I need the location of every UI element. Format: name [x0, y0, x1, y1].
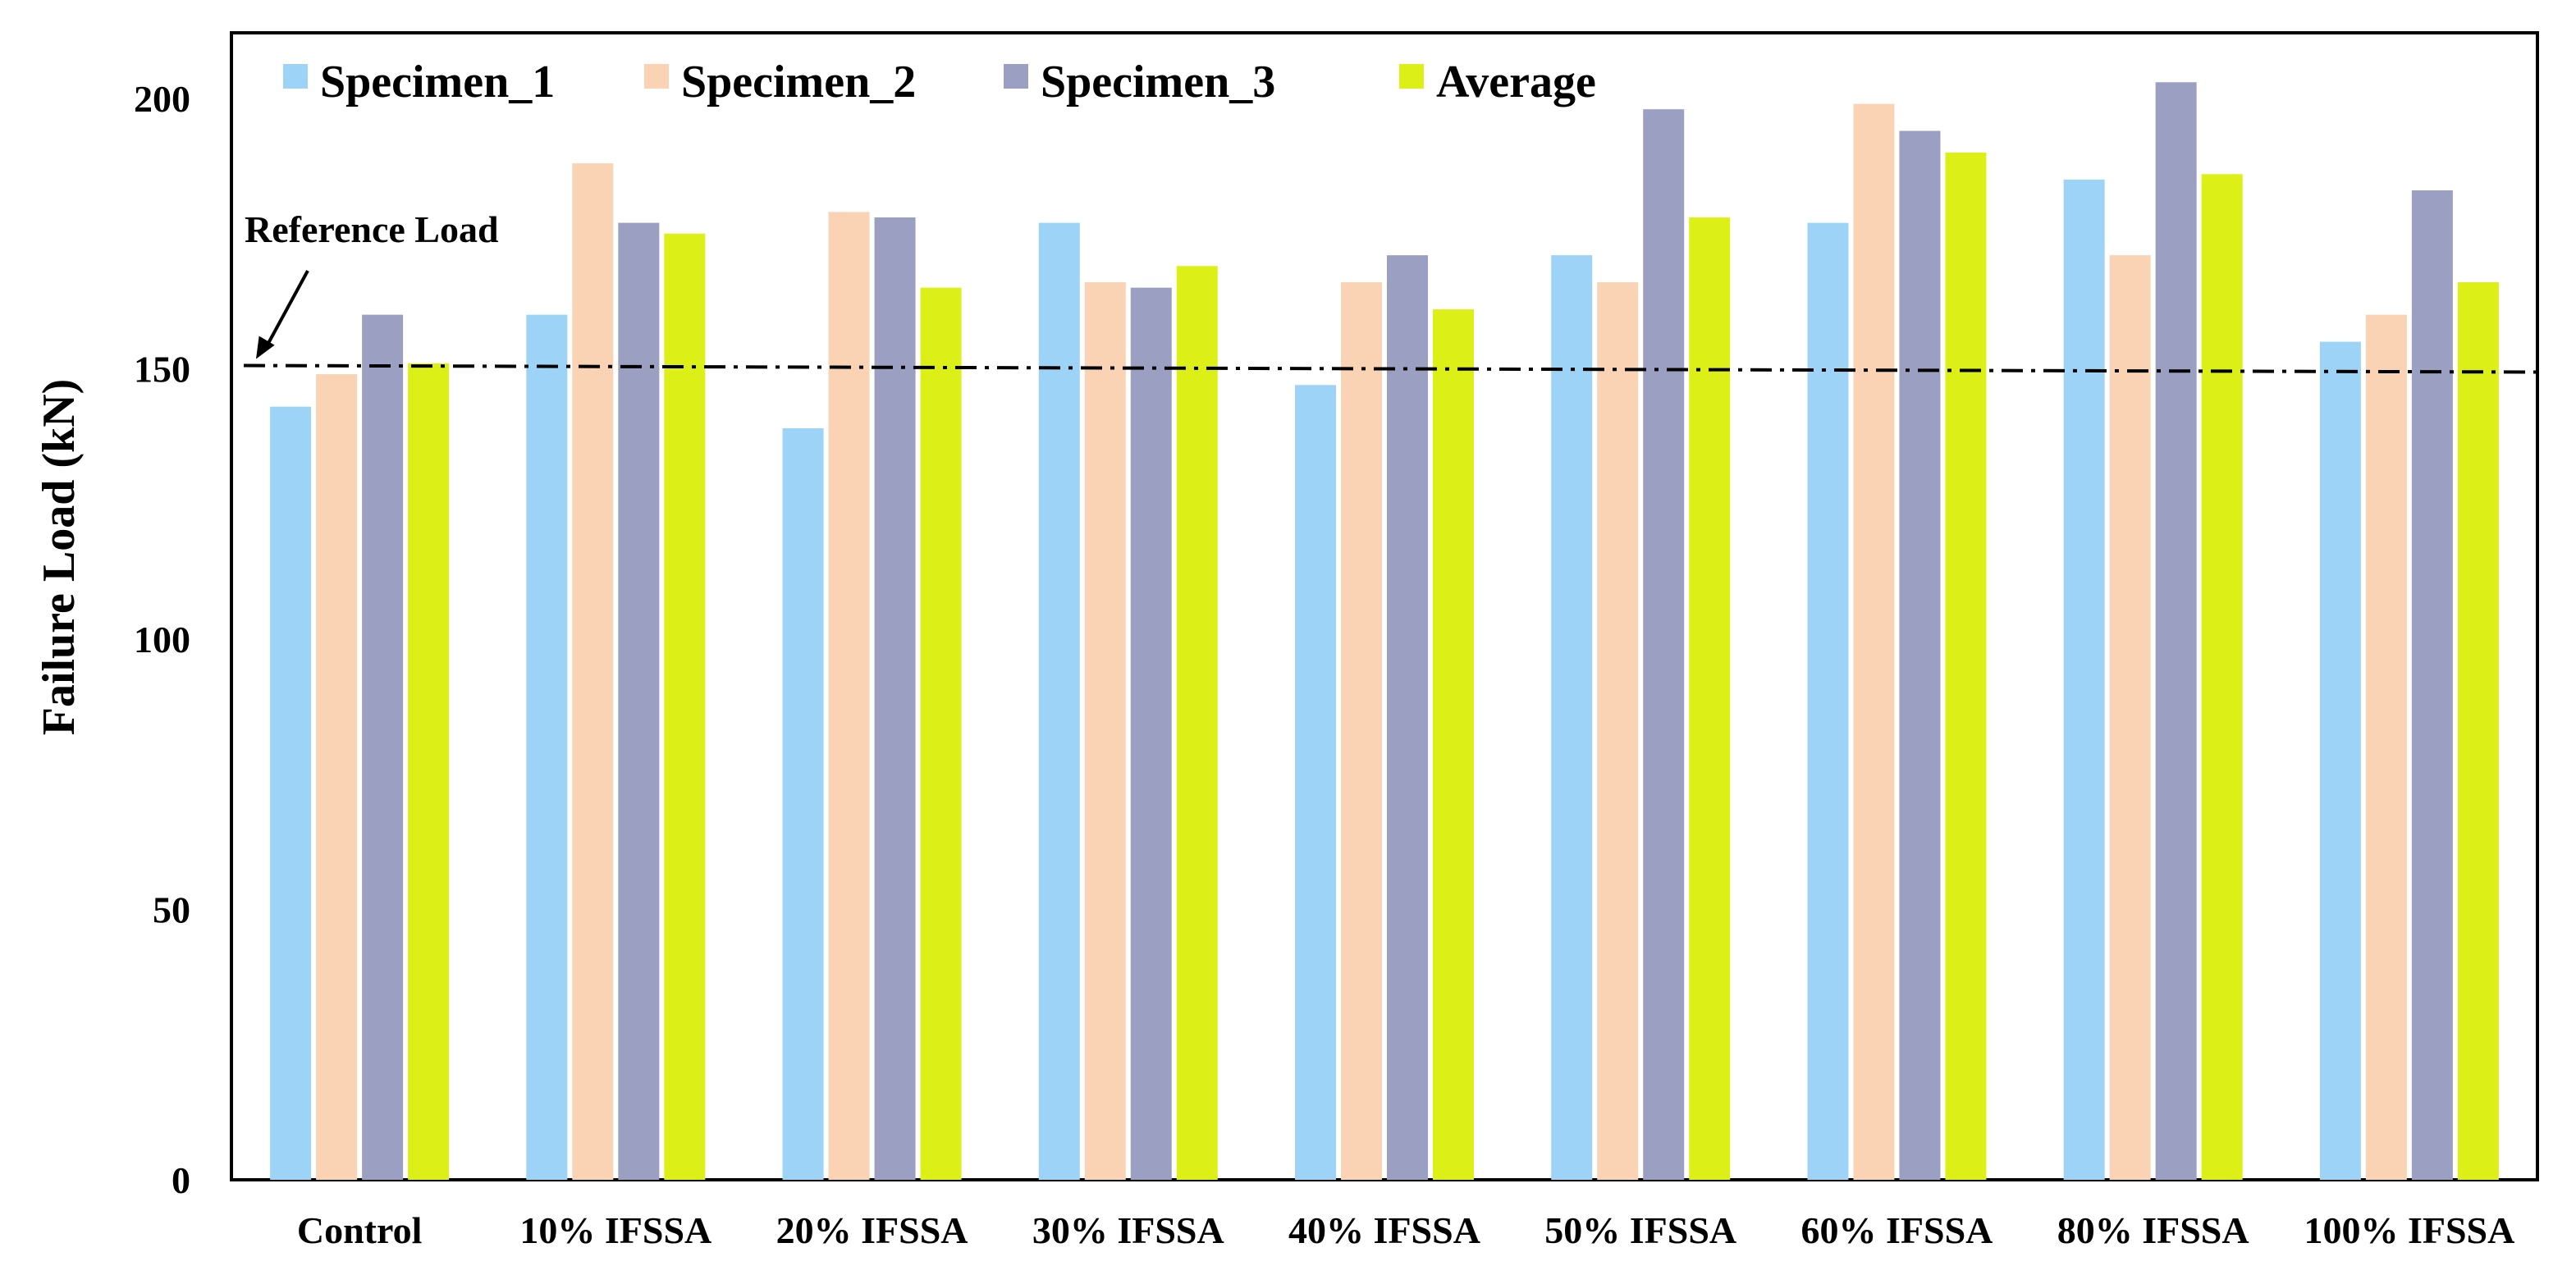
- bar-average: [664, 233, 706, 1180]
- bar-specimen-3: [1130, 287, 1172, 1180]
- bar-specimen-3: [362, 314, 404, 1181]
- bar-specimen-1: [526, 314, 568, 1181]
- bar-specimen-1: [1807, 222, 1849, 1180]
- bars-group: [270, 82, 2499, 1181]
- legend-label: Specimen_2: [681, 57, 916, 107]
- y-axis-title: Failure Load (kN): [34, 379, 85, 736]
- legend: Specimen_1 Specimen_2 Specimen_3 Average: [283, 57, 1596, 107]
- plot-frame: [230, 31, 2539, 1181]
- x-category-label: 30% IFSSA: [1032, 1209, 1224, 1251]
- y-tick-labels: 0 50 100 150 200: [134, 78, 190, 1201]
- legend-swatch: [1399, 64, 1424, 89]
- y-tick-label: 150: [134, 349, 190, 391]
- bar-specimen-2: [316, 374, 358, 1181]
- bar-specimen-2: [1084, 282, 1126, 1180]
- legend-label: Average: [1436, 57, 1596, 107]
- bar-specimen-3: [2155, 82, 2197, 1181]
- legend-swatch: [1004, 64, 1028, 89]
- bar-specimen-3: [1899, 130, 1941, 1180]
- bar-specimen-1: [782, 427, 824, 1180]
- y-tick-label: 50: [153, 889, 190, 931]
- bar-specimen-2: [1597, 282, 1639, 1180]
- x-category-label: Control: [297, 1209, 423, 1251]
- reference-label: Reference Load: [245, 208, 499, 250]
- bar-specimen-2: [828, 212, 870, 1180]
- bar-specimen-3: [1387, 255, 1428, 1180]
- y-tick-label: 200: [134, 78, 190, 120]
- bar-specimen-2: [2109, 255, 2151, 1180]
- bar-specimen-1: [1551, 255, 1593, 1180]
- bar-specimen-2: [1341, 282, 1382, 1180]
- bar-average: [920, 287, 962, 1180]
- bar-specimen-2: [1853, 103, 1895, 1181]
- bar-specimen-3: [1643, 109, 1685, 1181]
- y-tick-label: 100: [134, 619, 190, 660]
- bar-average: [1689, 217, 1731, 1181]
- bar-specimen-1: [2063, 179, 2105, 1181]
- bar-average: [1945, 152, 1987, 1180]
- legend-swatch: [644, 64, 669, 89]
- legend-label: Specimen_1: [320, 57, 555, 107]
- reference-arrow: [263, 270, 309, 352]
- x-category-label: 20% IFSSA: [776, 1209, 968, 1251]
- bar-specimen-1: [1295, 385, 1336, 1180]
- bar-specimen-3: [2411, 190, 2453, 1180]
- reference-arrow-head: [256, 336, 275, 359]
- bar-average: [2201, 174, 2243, 1180]
- bar-average: [408, 363, 450, 1180]
- bar-specimen-1: [270, 406, 312, 1180]
- x-category-label: 10% IFSSA: [519, 1209, 711, 1251]
- x-category-label: 60% IFSSA: [1800, 1209, 1993, 1251]
- x-category-label: 80% IFSSA: [2057, 1209, 2249, 1251]
- reference-line: [243, 363, 2538, 374]
- legend-swatch: [283, 64, 308, 89]
- legend-label: Specimen_3: [1041, 57, 1275, 107]
- bar-specimen-2: [2365, 314, 2407, 1181]
- bar-specimen-2: [572, 163, 614, 1181]
- bar-specimen-1: [1038, 222, 1080, 1180]
- y-tick-label: 0: [172, 1159, 190, 1201]
- x-category-labels: Control 10% IFSSA 20% IFSSA 30% IFSSA 40% IF…: [297, 1209, 2514, 1251]
- bar-specimen-3: [618, 222, 660, 1180]
- x-category-label: 100% IFSSA: [2304, 1209, 2514, 1251]
- x-category-label: 40% IFSSA: [1288, 1209, 1480, 1251]
- bar-average: [1176, 266, 1218, 1180]
- bar-specimen-1: [2319, 341, 2361, 1180]
- bar-average: [1433, 309, 1474, 1180]
- x-category-label: 50% IFSSA: [1544, 1209, 1736, 1251]
- bar-average: [2457, 282, 2499, 1180]
- bar-specimen-3: [874, 217, 916, 1181]
